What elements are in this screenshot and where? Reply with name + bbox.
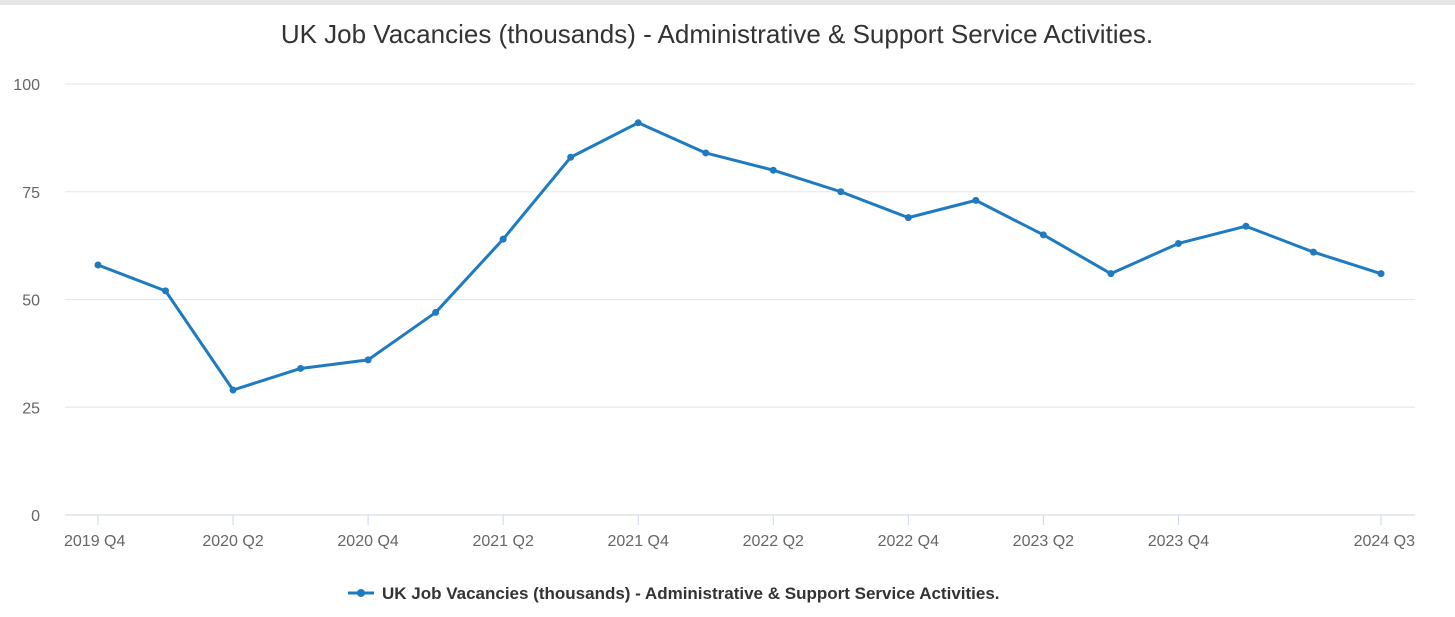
x-tick-label: 2020 Q4 [337, 533, 398, 550]
x-tick-label: 2020 Q2 [202, 533, 263, 550]
data-point[interactable] [972, 196, 980, 204]
top-border [0, 0, 1455, 5]
y-tick-label: 0 [31, 508, 40, 525]
data-point[interactable] [1107, 270, 1115, 278]
data-point[interactable] [1377, 270, 1385, 278]
x-tick-label: 2021 Q2 [472, 533, 533, 550]
series-layer [94, 119, 1385, 394]
y-axis-ticks: 0 25 50 75 100 [13, 77, 40, 525]
x-tick-label: 2024 Q3 [1354, 533, 1415, 550]
data-point[interactable] [499, 235, 507, 243]
data-point[interactable] [1242, 222, 1250, 230]
data-point[interactable] [904, 214, 912, 222]
data-point[interactable] [1039, 231, 1047, 239]
legend-label[interactable]: UK Job Vacancies (thousands) - Administr… [382, 584, 1000, 603]
x-tick-label: 2021 Q4 [608, 533, 669, 550]
data-point[interactable] [94, 261, 102, 269]
y-tick-label: 75 [22, 185, 40, 202]
y-tick-label: 25 [22, 400, 40, 417]
x-tick-label: 2023 Q2 [1013, 533, 1074, 550]
data-point[interactable] [634, 119, 642, 127]
data-point[interactable] [229, 386, 237, 394]
y-tick-label: 50 [22, 293, 40, 310]
x-tick-label: 2023 Q4 [1148, 533, 1209, 550]
data-point[interactable] [702, 149, 710, 157]
x-tick-label: 2022 Q2 [743, 533, 804, 550]
data-point[interactable] [769, 166, 777, 174]
chart-title: UK Job Vacancies (thousands) - Administr… [281, 19, 1153, 49]
data-point[interactable] [837, 188, 845, 196]
data-point[interactable] [162, 287, 170, 295]
gridlines [65, 83, 1415, 408]
data-point[interactable] [567, 153, 575, 161]
data-point[interactable] [1309, 248, 1317, 256]
x-tick-label: 2019 Q4 [64, 533, 125, 550]
data-point[interactable] [432, 308, 440, 316]
x-axis: 2019 Q4 2020 Q2 2020 Q4 2021 Q2 2021 Q4 2022 … [64, 514, 1415, 550]
legend[interactable]: UK Job Vacancies (thousands) - Administr… [348, 584, 1000, 603]
data-point[interactable] [297, 364, 305, 372]
y-tick-label: 100 [13, 77, 40, 94]
series-line[interactable] [96, 121, 1383, 392]
data-point[interactable] [1174, 239, 1182, 247]
legend-marker [357, 589, 365, 597]
x-tick-label: 2022 Q4 [878, 533, 939, 550]
data-point[interactable] [364, 356, 372, 364]
